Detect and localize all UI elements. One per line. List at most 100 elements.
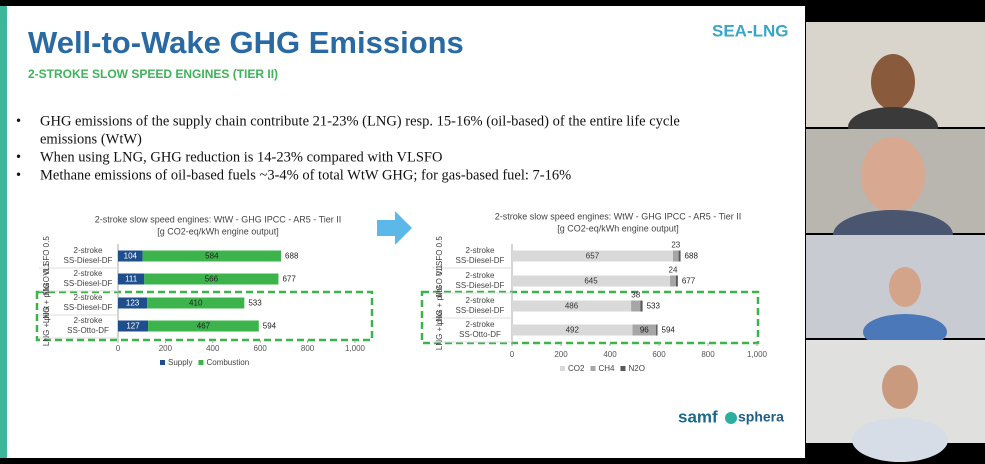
value-label: 566 [205, 275, 219, 284]
legend-label: Combustion [206, 358, 249, 367]
person [861, 137, 925, 213]
bar-segment [118, 320, 149, 332]
y-group-label: LNG + pilot [42, 305, 51, 346]
total-label: 533 [647, 302, 661, 311]
y-group-label: LNG + pilot [435, 309, 444, 350]
footer-logo-icon [725, 412, 737, 424]
value-label: 584 [205, 252, 219, 261]
value-label: 410 [189, 299, 203, 308]
bar-segment [512, 324, 633, 336]
y-category-label: 2-stroke [74, 246, 103, 255]
bullet: GHG emissions of the supply chain contri… [40, 113, 680, 129]
bar-segment [670, 275, 676, 287]
legend-swatch [198, 360, 204, 365]
x-tick-label: 0 [116, 344, 121, 353]
person [889, 267, 921, 307]
bar-segment [512, 250, 673, 262]
bar-segment [678, 250, 681, 262]
highlight-box [420, 290, 760, 345]
x-tick-label: 1,000 [345, 344, 366, 353]
y-category-label: SS-Otto-DF [67, 326, 109, 335]
bar-segment [144, 273, 279, 285]
person [871, 54, 915, 110]
y-category-label: 2-stroke [466, 320, 495, 329]
y-group-label: LNG + pilot [42, 282, 51, 323]
bar-segment [142, 250, 282, 262]
value-label: 467 [197, 322, 211, 331]
y-group-label: VLSFO 0.5 [42, 236, 51, 276]
value-label: 657 [586, 252, 600, 261]
bar-segment [118, 297, 148, 309]
x-tick-label: 1,000 [747, 350, 768, 359]
value-label: 24 [669, 266, 678, 275]
total-label: 677 [682, 277, 696, 286]
value-label: 104 [124, 252, 138, 261]
legend-swatch [590, 366, 596, 371]
bar-segment [148, 320, 259, 332]
footer-logo: sphera [738, 409, 784, 425]
chart-subtitle: [g CO2-eq/kWh engine output] [557, 223, 679, 233]
y-category-label: 2-stroke [466, 246, 495, 255]
value-label: 486 [565, 302, 579, 311]
bar-segment [640, 300, 643, 312]
y-group-label: VLSFO 0.5 [435, 236, 444, 276]
y-category-label: SS-Diesel-DF [64, 256, 113, 265]
value-label: 38 [631, 291, 640, 300]
y-category-label: SS-Diesel-DF [64, 279, 113, 288]
x-tick-label: 600 [652, 350, 666, 359]
value-label: 645 [584, 277, 598, 286]
bar-segment [147, 297, 245, 309]
y-category-label: 2-stroke [466, 271, 495, 280]
bar-segment [675, 275, 678, 287]
value-label: 23 [671, 241, 680, 250]
value-label: 111 [125, 275, 138, 284]
total-label: 594 [263, 322, 277, 331]
value-label: 123 [126, 299, 140, 308]
y-group-label: MGO 0.1 [42, 262, 51, 295]
total-label: 688 [685, 252, 699, 261]
bar-segment [631, 300, 641, 312]
y-category-label: 2-stroke [74, 316, 103, 325]
x-tick-label: 0 [510, 350, 515, 359]
x-tick-label: 600 [254, 344, 268, 353]
y-category-label: SS-Diesel-DF [64, 303, 113, 312]
bar-segment [672, 250, 679, 262]
legend-swatch [160, 360, 165, 365]
bullet: emissions (WtW) [40, 131, 142, 147]
slide-accent [0, 6, 7, 458]
bar-segment [512, 275, 671, 287]
value-label: 96 [640, 326, 649, 335]
y-category-label: SS-Otto-DF [459, 330, 501, 339]
slide-title: Well-to-Wake GHG Emissions [28, 25, 464, 60]
legend-label: N2O [628, 364, 644, 373]
bar-segment [118, 273, 145, 285]
y-category-label: 2-stroke [74, 293, 103, 302]
legend-swatch [620, 366, 626, 371]
bar-segment [512, 300, 632, 312]
x-tick-label: 200 [554, 350, 568, 359]
legend-swatch [560, 366, 565, 371]
x-tick-label: 800 [701, 350, 715, 359]
chart-title: 2-stroke slow speed engines: WtW - GHG I… [495, 211, 742, 221]
footer-logo: samf [678, 407, 718, 426]
arrow [377, 211, 412, 245]
bullet-dot: • [16, 149, 21, 165]
bullet: When using LNG, GHG reduction is 14-23% … [40, 149, 442, 165]
person [852, 418, 948, 462]
highlight-box [35, 290, 374, 342]
bar-segment [632, 324, 657, 336]
total-label: 594 [662, 326, 676, 335]
y-group-label: MGO 0.1 [435, 264, 444, 297]
y-category-label: SS-Diesel-DF [456, 306, 505, 315]
x-tick-label: 400 [206, 344, 220, 353]
x-tick-label: 200 [159, 344, 173, 353]
total-label: 677 [282, 275, 296, 284]
bullet-dot: • [16, 113, 21, 129]
bar-segment [118, 250, 143, 262]
bullets: • GHG emissions of the supply chain cont… [16, 113, 680, 183]
y-category-label: SS-Diesel-DF [456, 256, 505, 265]
y-category-label: SS-Diesel-DF [456, 281, 505, 290]
y-category-label: 2-stroke [74, 269, 103, 278]
